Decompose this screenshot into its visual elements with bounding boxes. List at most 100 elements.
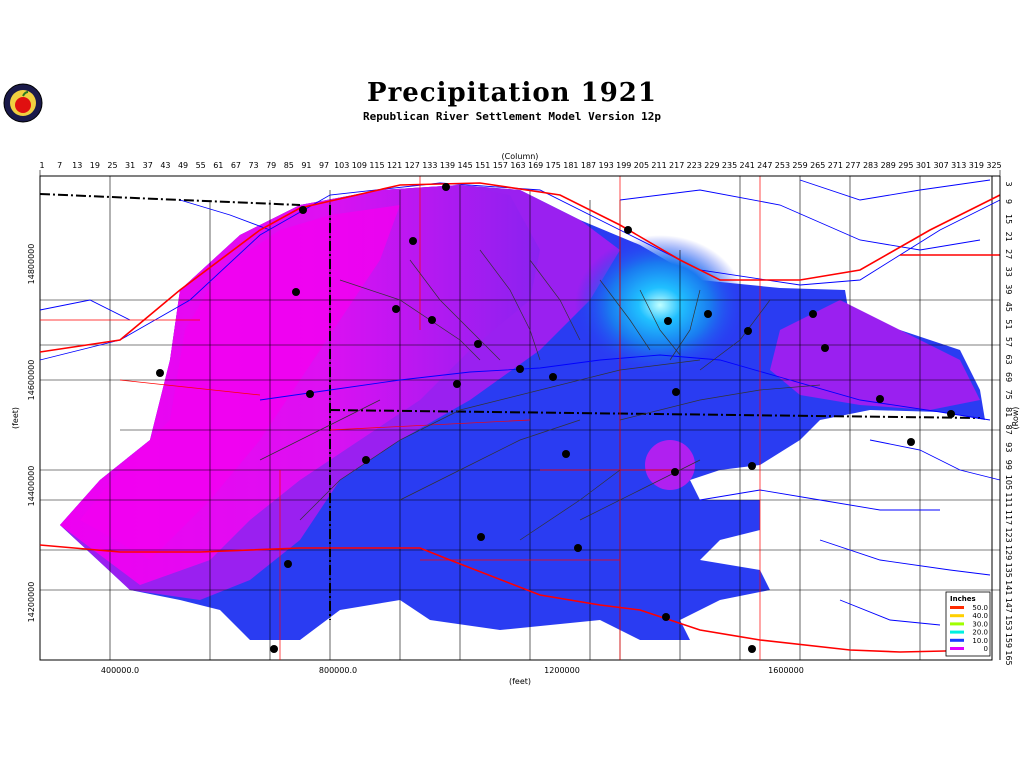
row-tick-label: 51 — [1004, 319, 1013, 329]
row-tick-label: 21 — [1004, 232, 1013, 242]
legend-entry-label: 20.0 — [972, 629, 988, 637]
column-tick-label: 295 — [898, 161, 913, 170]
column-tick-label: 25 — [107, 161, 117, 170]
column-tick-label: 19 — [90, 161, 100, 170]
column-tick-label: 205 — [634, 161, 649, 170]
column-tick-label: 151 — [475, 161, 490, 170]
column-tick-label: 121 — [387, 161, 402, 170]
column-tick-label: 49 — [178, 161, 188, 170]
column-tick-label: 271 — [828, 161, 843, 170]
row-tick-label: 87 — [1004, 425, 1013, 435]
row-tick-label: 99 — [1004, 460, 1013, 470]
column-tick-label: 229 — [704, 161, 719, 170]
x-tick-label: 1200000 — [544, 666, 580, 675]
y-tick-label: 14400000 — [27, 466, 36, 507]
column-tick-label: 85 — [284, 161, 294, 170]
column-tick-label: 319 — [969, 161, 984, 170]
row-tick-label: 57 — [1004, 337, 1013, 347]
row-tick-label: 39 — [1004, 284, 1013, 294]
row-tick-label: 117 — [1004, 510, 1013, 525]
apple-seal-icon — [3, 83, 43, 123]
column-tick-label: 199 — [616, 161, 631, 170]
y-tick-label: 14800000 — [27, 244, 36, 285]
legend-swatch — [950, 606, 964, 609]
column-tick-label: 289 — [881, 161, 896, 170]
column-tick-label: 61 — [213, 161, 223, 170]
column-tick-label: 241 — [740, 161, 755, 170]
east-purple-blob — [770, 300, 980, 410]
row-tick-label: 159 — [1004, 633, 1013, 648]
legend-entry-label: 0 — [984, 645, 988, 653]
row-tick-label: 33 — [1004, 267, 1013, 277]
column-tick-label: 91 — [301, 161, 311, 170]
column-tick-label: 133 — [422, 161, 437, 170]
legend: Inches 50.040.030.020.010.00 — [945, 591, 991, 657]
column-tick-label: 73 — [248, 161, 258, 170]
row-tick-label: 27 — [1004, 249, 1013, 259]
row-tick-label: 9 — [1004, 199, 1013, 204]
column-tick-label: 157 — [493, 161, 508, 170]
legend-entry-label: 50.0 — [972, 604, 988, 612]
frame-ticks — [39, 170, 1001, 176]
column-tick-label: 259 — [792, 161, 807, 170]
column-tick-label: 235 — [722, 161, 737, 170]
column-tick-label: 43 — [160, 161, 170, 170]
legend-box — [945, 591, 991, 657]
row-tick-label: 165 — [1004, 650, 1013, 665]
x-tick-label: 1600000 — [768, 666, 804, 675]
column-tick-label: 301 — [916, 161, 931, 170]
rivers — [39, 179, 1001, 626]
column-tick-label: 175 — [546, 161, 561, 170]
row-tick-label: 69 — [1004, 372, 1013, 382]
legend-entry-label: 40.0 — [972, 612, 988, 620]
y-tick-label: 14200000 — [27, 582, 36, 623]
column-tick-label: 223 — [687, 161, 702, 170]
column-tick-label: 31 — [125, 161, 135, 170]
legend-title: Inches — [950, 595, 976, 603]
y-axis-title: (feet) — [11, 407, 20, 429]
x-axis-title: (feet) — [509, 677, 531, 686]
column-tick-label: 247 — [757, 161, 772, 170]
row-tick-label: 153 — [1004, 615, 1013, 630]
legend-swatch — [950, 647, 964, 650]
row-tick-label: 93 — [1004, 442, 1013, 452]
column-tick-label: 103 — [334, 161, 349, 170]
column-tick-label: 1 — [39, 161, 44, 170]
row-tick-label: 141 — [1004, 580, 1013, 595]
row-tick-label: 123 — [1004, 527, 1013, 542]
column-tick-label: 313 — [951, 161, 966, 170]
column-tick-label: 211 — [651, 161, 666, 170]
column-tick-label: 169 — [528, 161, 543, 170]
row-tick-label: 147 — [1004, 598, 1013, 613]
x-tick-label: 800000.0 — [319, 666, 357, 675]
south-purple-blob — [645, 440, 695, 490]
magenta-core — [80, 205, 400, 560]
column-tick-label: 109 — [352, 161, 367, 170]
state-boundary — [39, 193, 981, 620]
row-tick-label: 45 — [1004, 302, 1013, 312]
column-tick-label: 55 — [196, 161, 206, 170]
legend-swatch — [950, 630, 964, 634]
row-tick-label: 105 — [1004, 475, 1013, 490]
legend-swatch — [950, 614, 964, 618]
y-tick-labels: 14800000 14600000 14400000 14200000 — [27, 244, 36, 623]
row-axis-title: (Row) — [1011, 407, 1020, 430]
column-tick-label: 181 — [563, 161, 578, 170]
page-subtitle: Republican River Settlement Model Versio… — [362, 110, 661, 123]
gauge-points — [156, 183, 955, 653]
column-tick-label: 193 — [599, 161, 614, 170]
row-tick-labels: 3915212733394551576369758187939910511111… — [1004, 181, 1013, 665]
column-tick-label: 97 — [319, 161, 329, 170]
page-title: Precipitation 1921 — [367, 78, 657, 108]
legend-swatch — [950, 622, 964, 626]
column-tick-label: 307 — [933, 161, 948, 170]
column-tick-label: 7 — [57, 161, 62, 170]
column-tick-label: 325 — [986, 161, 1001, 170]
row-tick-label: 129 — [1004, 545, 1013, 560]
column-tick-label: 79 — [266, 161, 276, 170]
row-tick-label: 135 — [1004, 563, 1013, 578]
column-tick-label: 217 — [669, 161, 684, 170]
y-tick-label: 14600000 — [27, 360, 36, 401]
column-tick-label: 283 — [863, 161, 878, 170]
